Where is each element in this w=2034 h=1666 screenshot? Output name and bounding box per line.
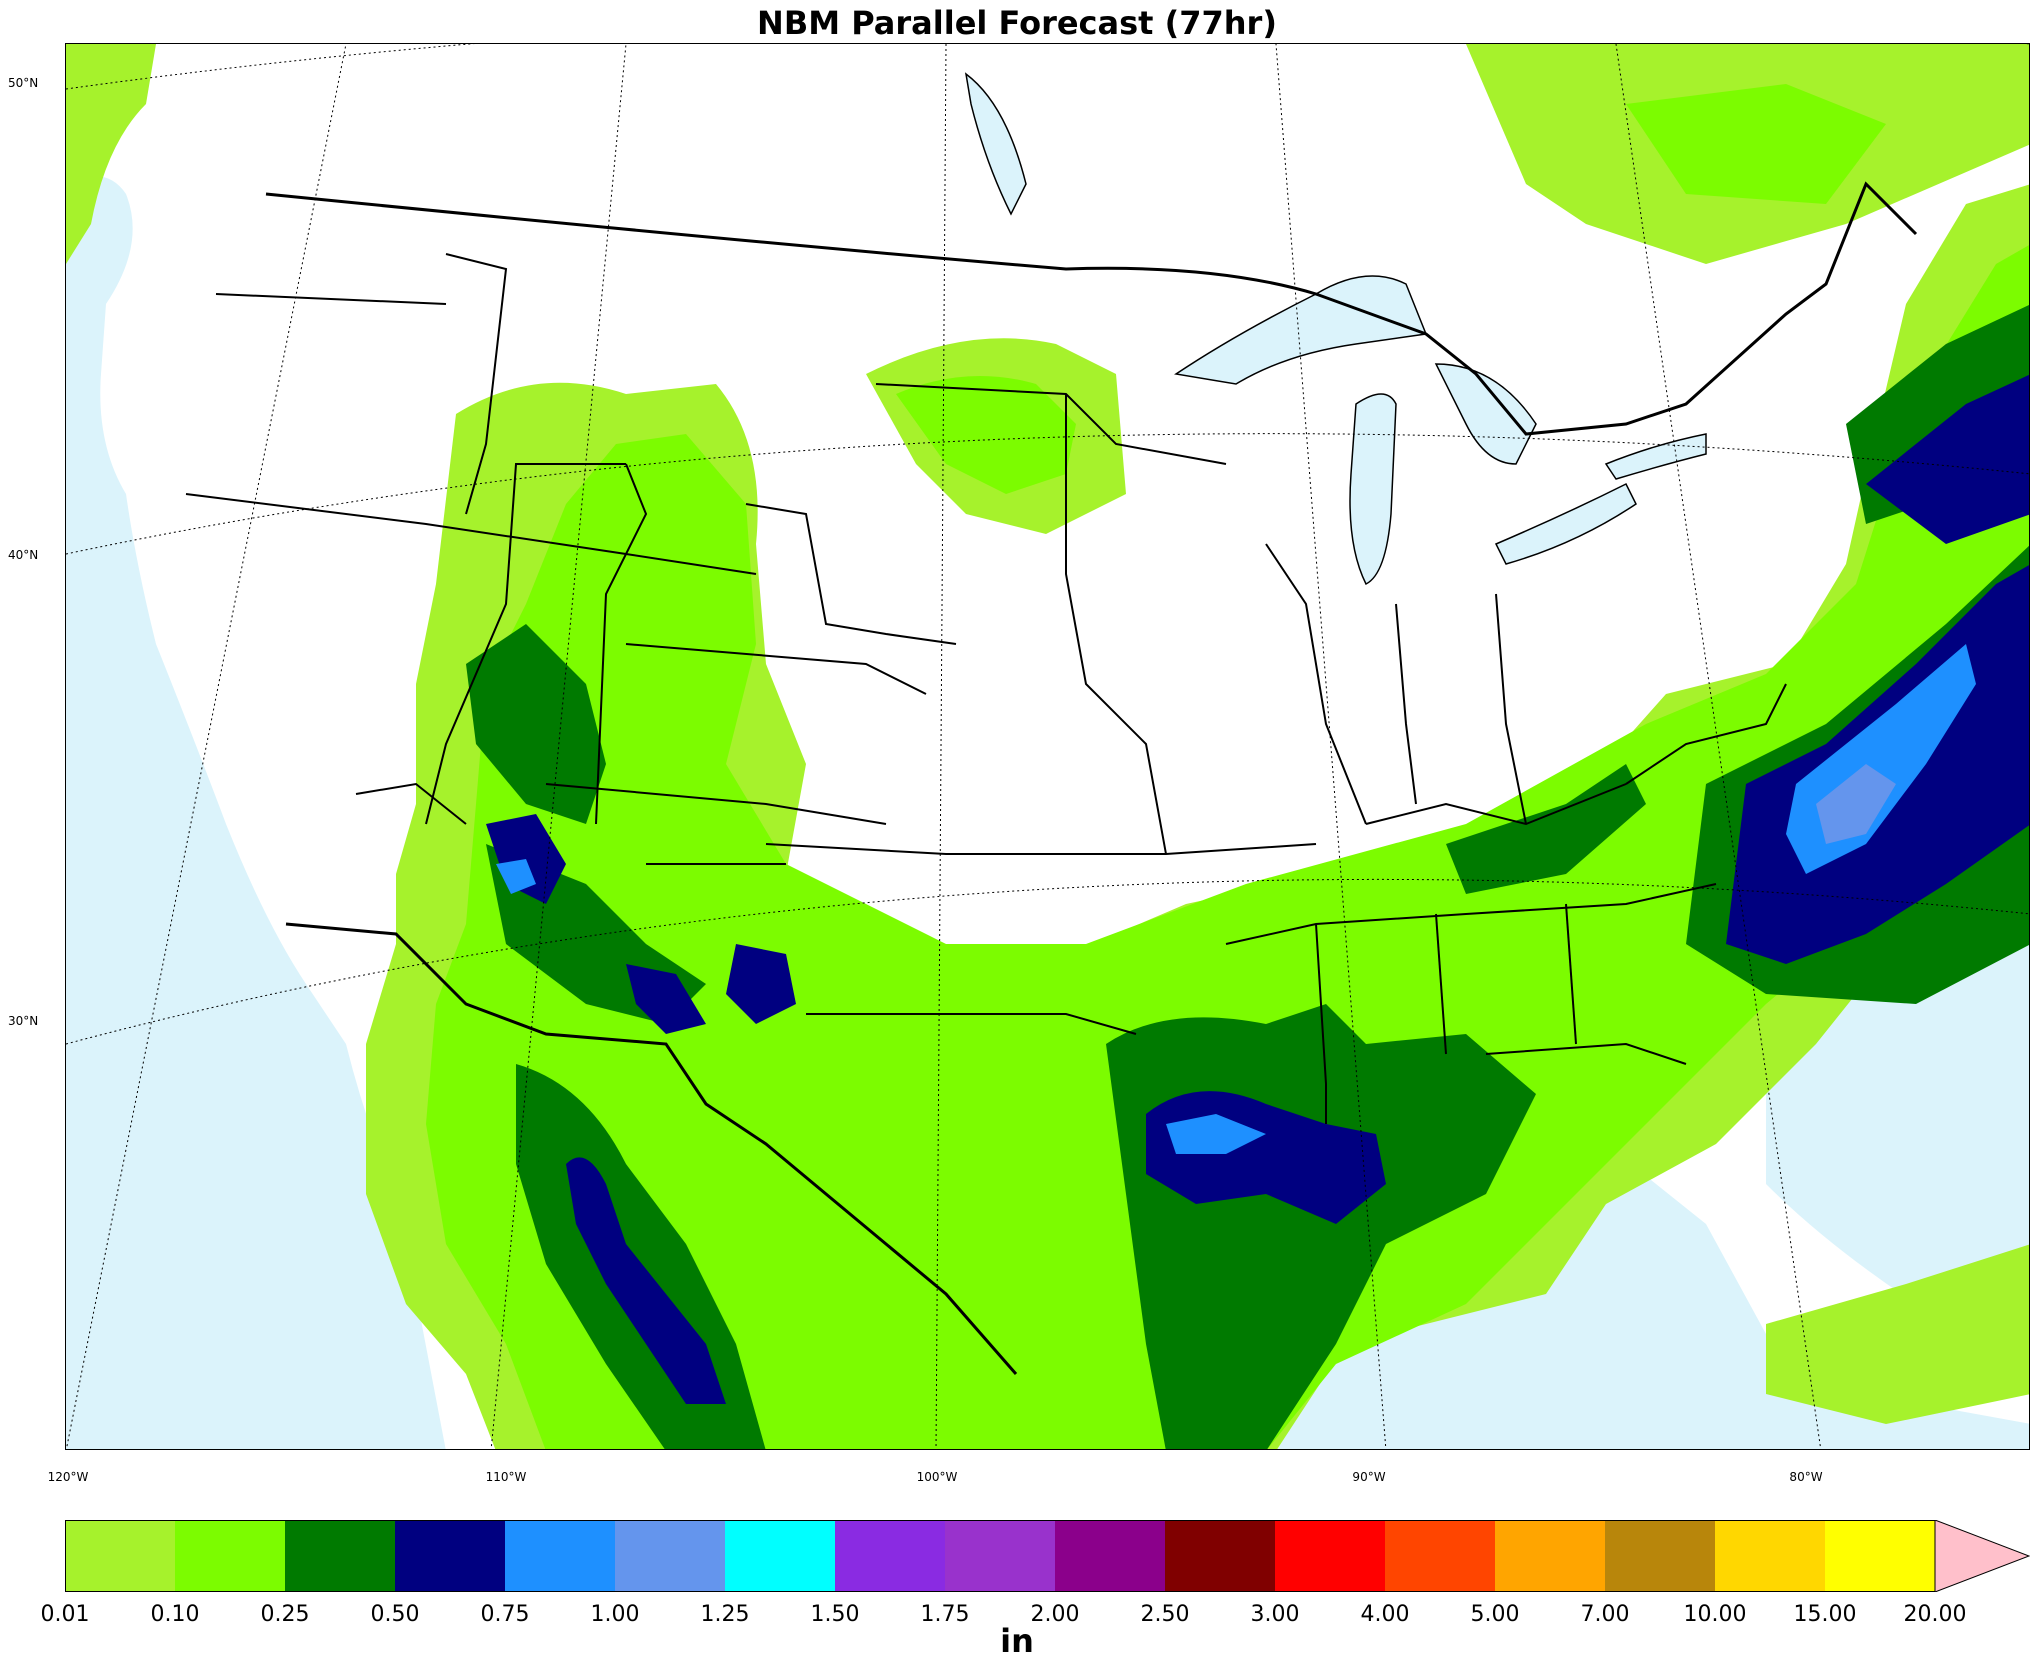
colorbar-unit-label: in — [1000, 1622, 1034, 1660]
colorbar-segment-1 — [175, 1520, 286, 1592]
map-canvas — [66, 44, 2029, 1449]
colorbar-tick-label: 20.00 — [1903, 1602, 1967, 1627]
colorbar-border — [65, 1520, 1936, 1592]
lon-label-110w: 110°W — [485, 1470, 527, 1484]
colorbar-segment-16 — [1825, 1520, 1936, 1592]
colorbar-segment-9 — [1055, 1520, 1166, 1592]
lon-label-120w: 120°W — [47, 1470, 89, 1484]
lat-label-50n: 50°N — [8, 76, 39, 90]
colorbar-tick-label: 1.50 — [810, 1602, 860, 1627]
map-title: NBM Parallel Forecast (77hr) — [757, 4, 1277, 42]
colorbar — [65, 1520, 2030, 1592]
colorbar-extend-arrow — [1934, 1520, 2030, 1592]
colorbar-segment-13 — [1495, 1520, 1606, 1592]
colorbar-segment-10 — [1165, 1520, 1276, 1592]
lat-label-40n: 40°N — [8, 548, 39, 562]
lake-winnipeg — [964, 72, 1027, 216]
colorbar-tick-label: 15.00 — [1793, 1602, 1857, 1627]
colorbar-tick-label: 2.50 — [1140, 1602, 1190, 1627]
lake-ontario — [1604, 433, 1707, 480]
colorbar-tick-label: 1.75 — [920, 1602, 970, 1627]
colorbar-tick-label: 10.00 — [1683, 1602, 1747, 1627]
colorbar-segment-15 — [1715, 1520, 1826, 1592]
precip-0-10 — [426, 84, 2029, 1449]
lon-label-80w: 80°W — [1789, 1470, 1823, 1484]
colorbar-tick-label: 4.00 — [1360, 1602, 1410, 1627]
lake-superior — [1174, 275, 1428, 385]
colorbar-tick-label: 0.25 — [260, 1602, 310, 1627]
colorbar-tick-label: 3.00 — [1250, 1602, 1300, 1627]
colorbar-segment-11 — [1275, 1520, 1386, 1592]
lat-label-30n: 30°N — [8, 1014, 39, 1028]
colorbar-tick-label: 0.10 — [150, 1602, 200, 1627]
colorbar-tick-label: 1.00 — [590, 1602, 640, 1627]
colorbar-segment-3 — [395, 1520, 506, 1592]
colorbar-segment-6 — [725, 1520, 836, 1592]
colorbar-tick-label: 5.00 — [1470, 1602, 1520, 1627]
colorbar-segment-2 — [285, 1520, 396, 1592]
lake-michigan — [1349, 393, 1397, 586]
colorbar-segment-12 — [1385, 1520, 1496, 1592]
colorbar-tick-label: 0.75 — [480, 1602, 530, 1627]
borders — [185, 181, 1918, 1375]
colorbar-tick-label: 7.00 — [1580, 1602, 1630, 1627]
graticule — [66, 44, 2029, 1449]
precip-1-00 — [1816, 764, 1896, 844]
colorbar-segment-5 — [615, 1520, 726, 1592]
colorbar-tick-label: 2.00 — [1030, 1602, 1080, 1627]
colorbar-tick-label: 1.25 — [700, 1602, 750, 1627]
colorbar-segment-8 — [945, 1520, 1056, 1592]
colorbar-tick-label: 0.50 — [370, 1602, 420, 1627]
colorbar-segment-7 — [835, 1520, 946, 1592]
colorbar-tick-label: 0.01 — [40, 1602, 90, 1627]
lon-label-100w: 100°W — [916, 1470, 958, 1484]
lake-erie — [1494, 482, 1637, 565]
precipitation-map — [65, 43, 2030, 1450]
pacific-ocean — [66, 176, 446, 1449]
lon-label-90w: 90°W — [1352, 1470, 1386, 1484]
colorbar-segment-4 — [505, 1520, 616, 1592]
colorbar-segment-14 — [1605, 1520, 1716, 1592]
colorbar-segment-0 — [65, 1520, 176, 1592]
